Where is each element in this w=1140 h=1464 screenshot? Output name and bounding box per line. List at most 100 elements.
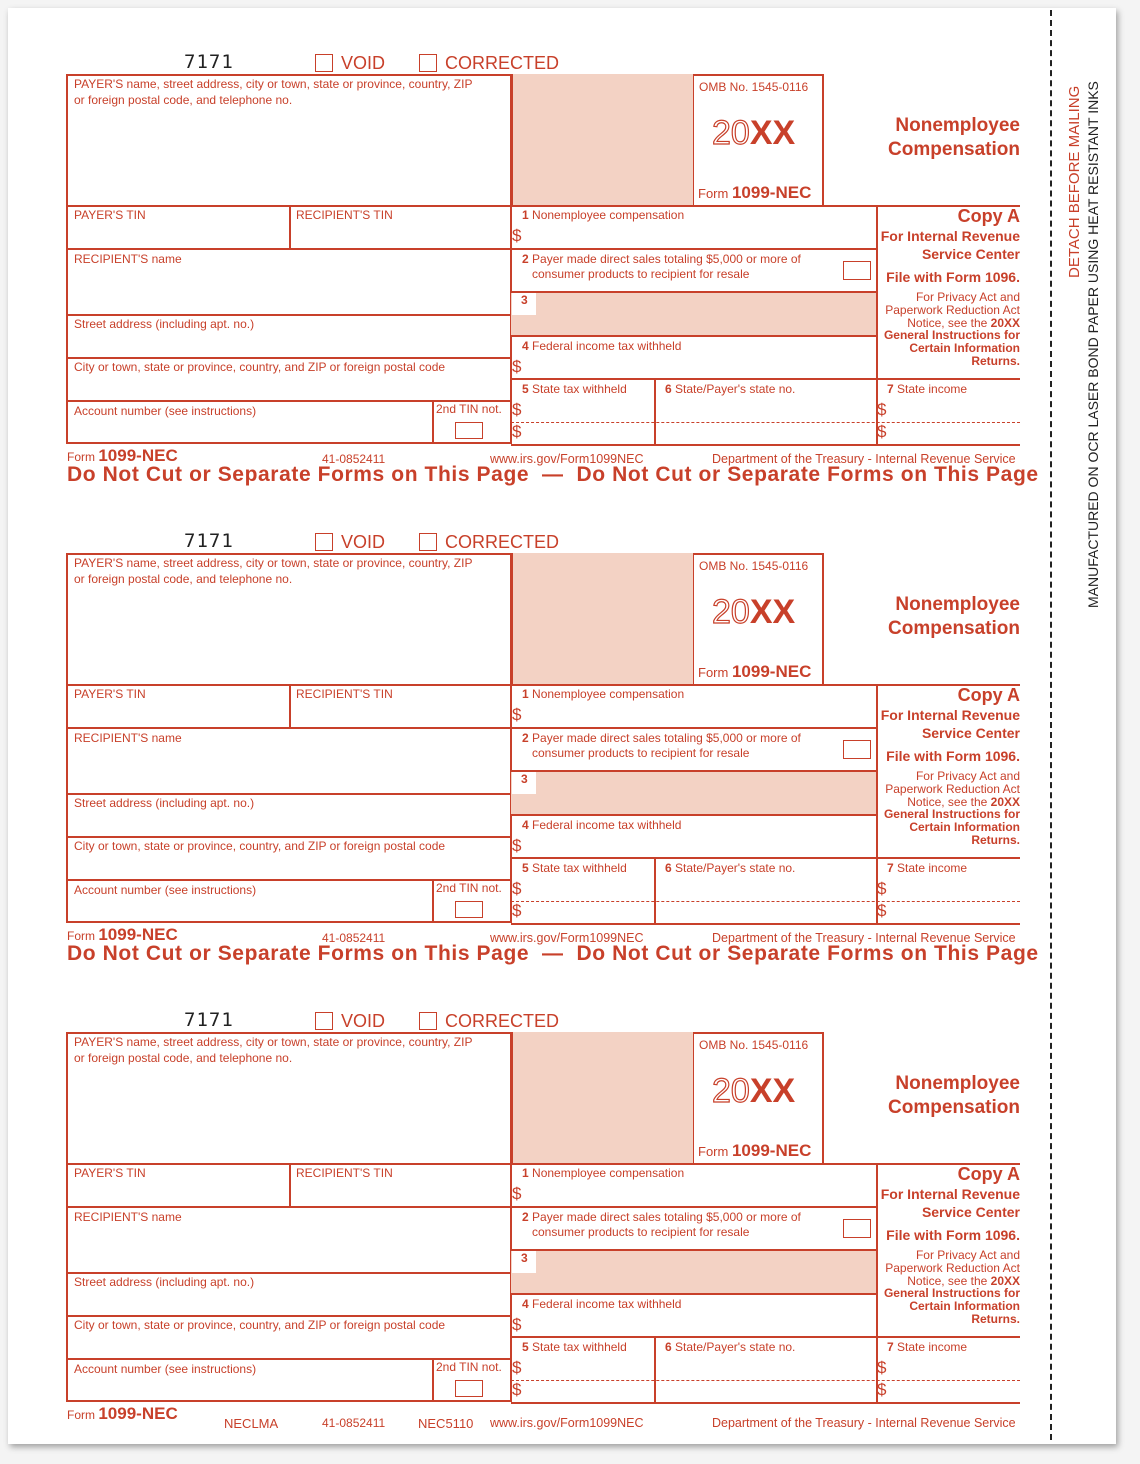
form-text: State tax withheld bbox=[532, 382, 627, 396]
copy-a-panel: Copy A For Internal Revenue Service Cent… bbox=[876, 206, 1020, 368]
omb-number: OMB No. 1545-0116 bbox=[699, 559, 809, 573]
form-text: 2 bbox=[522, 731, 529, 745]
form-line bbox=[66, 400, 512, 402]
omb-number: OMB No. 1545-0116 bbox=[699, 1038, 809, 1052]
box2-checkbox[interactable] bbox=[843, 740, 871, 759]
form-line bbox=[511, 291, 876, 335]
form-text: 1099-NEC bbox=[98, 446, 178, 465]
file-with-label: File with Form 1096. bbox=[886, 269, 1020, 285]
second-tin-checkbox[interactable] bbox=[455, 1380, 483, 1397]
form-line bbox=[511, 378, 1020, 380]
tax-year: 20XX bbox=[711, 592, 795, 632]
omb-number: OMB No. 1545-0116 bbox=[699, 80, 809, 94]
form-text: 2 bbox=[522, 252, 529, 266]
form-text: 20XX bbox=[990, 315, 1020, 330]
form-text: State income bbox=[897, 861, 968, 875]
privacy-notice: For Privacy Act and Paperwork Reduction A… bbox=[876, 770, 1020, 847]
form-1099-nec-copy-3: 7171 VOID CORRECTED PAYER'S name, street… bbox=[0, 1008, 1140, 1464]
irs-line-1: For Internal Revenue bbox=[880, 1186, 1020, 1202]
copy-label: Copy A bbox=[957, 685, 1020, 705]
form-line bbox=[66, 314, 512, 316]
form-line bbox=[511, 770, 876, 772]
void-checkbox[interactable] bbox=[315, 54, 333, 72]
form-sheet bbox=[8, 8, 1116, 1444]
payer-name-label: PAYER'S name, street address, city or to… bbox=[74, 1035, 473, 1049]
box5-label: 5 State tax withheld bbox=[522, 1340, 627, 1355]
footer-ein: 41-0852411 bbox=[322, 1416, 386, 1430]
file-with-label: File with Form 1096. bbox=[886, 748, 1020, 764]
form-text: Nonemployee compensation bbox=[532, 1166, 685, 1180]
form-number: 1099-NEC bbox=[731, 1141, 812, 1160]
form-line bbox=[289, 684, 291, 727]
form-line bbox=[511, 727, 876, 729]
form-line bbox=[511, 1206, 876, 1208]
footer-department: Department of the Treasury - Internal Re… bbox=[712, 931, 1016, 945]
corrected-checkbox[interactable] bbox=[419, 54, 437, 72]
form-line bbox=[511, 335, 876, 337]
form-line bbox=[511, 1402, 1020, 1404]
form-title: Nonemployee Compensation bbox=[840, 1072, 1020, 1120]
form-text: 1 bbox=[522, 687, 529, 701]
form-line bbox=[66, 1163, 1020, 1165]
form-line bbox=[66, 357, 512, 359]
form-line bbox=[66, 1206, 512, 1208]
void-checkbox[interactable] bbox=[315, 533, 333, 551]
box2-checkbox[interactable] bbox=[843, 261, 871, 280]
box2-label: 2 Payer made direct sales totaling $5,00… bbox=[522, 1210, 801, 1240]
title-line-2: Compensation bbox=[888, 1097, 1020, 1118]
void-checkbox[interactable] bbox=[315, 1012, 333, 1030]
corrected-label: CORRECTED bbox=[445, 53, 560, 73]
box3-label: 3 bbox=[512, 1251, 536, 1273]
corrected-checkbox[interactable] bbox=[419, 1012, 437, 1030]
form-line bbox=[654, 857, 656, 923]
form-text: 6 bbox=[665, 382, 672, 396]
form-text: State/Payer's state no. bbox=[675, 1340, 796, 1354]
dollar-sign: $ bbox=[512, 1358, 522, 1377]
box4-label: 4 Federal income tax withheld bbox=[522, 1297, 681, 1312]
second-tin-checkbox[interactable] bbox=[455, 422, 483, 439]
form-line bbox=[66, 727, 512, 729]
form-line bbox=[432, 1358, 434, 1402]
footer-url: www.irs.gov/Form1099NEC bbox=[490, 931, 644, 945]
box2-checkbox[interactable] bbox=[843, 1219, 871, 1238]
dollar-sign: $ bbox=[512, 400, 522, 419]
form-title: Nonemployee Compensation bbox=[840, 593, 1020, 641]
detach-line bbox=[1050, 10, 1052, 1440]
form-number: 1099-NEC bbox=[731, 662, 812, 681]
footer-department: Department of the Treasury - Internal Re… bbox=[712, 1416, 1016, 1430]
form-text: 6 bbox=[665, 1340, 672, 1354]
form-line bbox=[66, 879, 512, 881]
corrected-checkbox[interactable] bbox=[419, 533, 437, 551]
payer-name-label: PAYER'S name, street address, city or to… bbox=[74, 77, 473, 91]
form-text: Nonemployee compensation bbox=[532, 687, 685, 701]
recipient-tin-label: RECIPIENT'S TIN bbox=[296, 208, 393, 222]
form-line bbox=[432, 879, 434, 923]
box3-label: 3 bbox=[512, 772, 536, 794]
city-label: City or town, state or province, country… bbox=[74, 839, 446, 853]
form-text: Certain Information bbox=[909, 341, 1020, 356]
form-line bbox=[66, 248, 512, 250]
form-line bbox=[876, 1163, 878, 1402]
form-line bbox=[511, 291, 876, 293]
irs-line-1: For Internal Revenue bbox=[880, 707, 1020, 723]
form-code: 7171 bbox=[184, 51, 234, 73]
second-tin-checkbox[interactable] bbox=[455, 901, 483, 918]
form-line bbox=[511, 248, 876, 250]
second-tin-notice-label: 2nd TIN not. bbox=[436, 881, 502, 895]
box7-label: 7 State income bbox=[887, 861, 967, 876]
footer-form-name: Form 1099-NEC bbox=[67, 925, 178, 945]
payer-name-label: PAYER'S name, street address, city or to… bbox=[74, 556, 473, 570]
form-text: 5 bbox=[522, 382, 529, 396]
form-line bbox=[511, 444, 1020, 446]
form-line bbox=[693, 553, 824, 684]
form-text: General Instructions for bbox=[883, 328, 1020, 343]
form-text: consumer products to recipient for resal… bbox=[532, 746, 750, 760]
form-line bbox=[511, 770, 876, 814]
dollar-sign: $ bbox=[512, 879, 522, 898]
form-text: 20XX bbox=[990, 794, 1020, 809]
form-text: consumer products to recipient for resal… bbox=[532, 267, 750, 281]
form-text: Nonemployee compensation bbox=[532, 208, 685, 222]
year-prefix: 20 bbox=[711, 1071, 750, 1110]
recipient-name-label: RECIPIENT'S name bbox=[74, 1210, 182, 1224]
